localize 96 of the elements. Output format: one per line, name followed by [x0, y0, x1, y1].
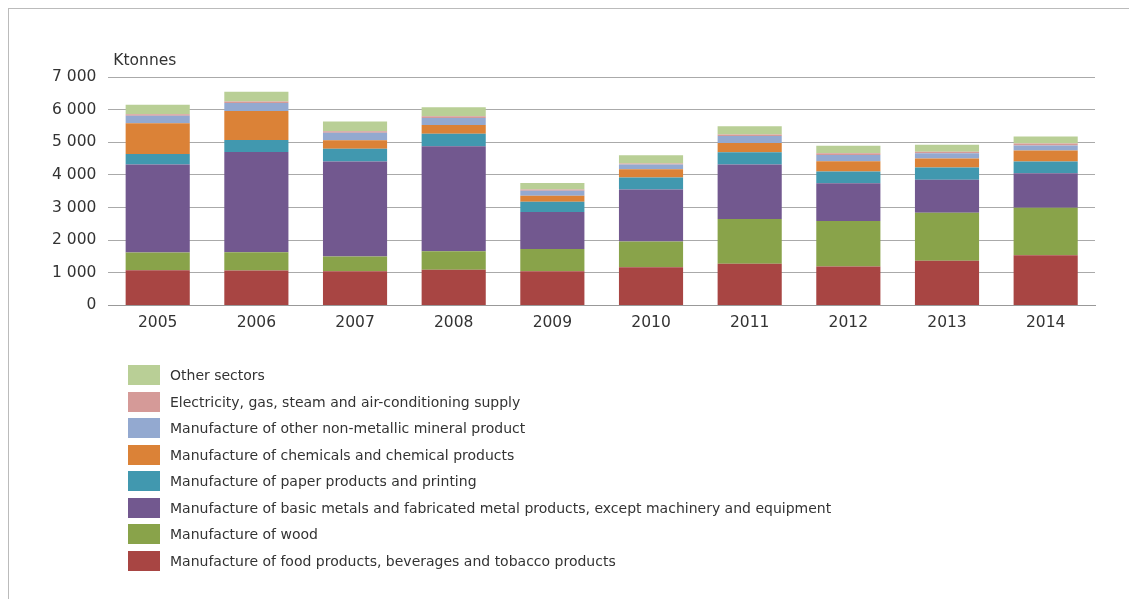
bar: [618, 241, 684, 268]
bar: [618, 267, 684, 305]
bar: [520, 271, 585, 305]
bar: [322, 161, 388, 257]
bar: [421, 124, 486, 134]
legend-label: Manufacture of chemicals and chemical products: [170, 446, 515, 463]
bar: [125, 252, 190, 271]
bar: [322, 271, 388, 305]
bar: [914, 167, 980, 180]
bar: [224, 152, 289, 253]
bar: [618, 169, 684, 178]
bar: [322, 256, 388, 272]
bar: [125, 115, 190, 124]
bar: [717, 263, 782, 305]
bar: [322, 140, 388, 149]
legend-label: Other sectors: [170, 367, 265, 384]
bar: [717, 164, 782, 219]
bar: [125, 104, 190, 115]
bar: [816, 154, 881, 162]
bar: [421, 146, 486, 252]
x-tick-label: 2011: [729, 312, 770, 331]
bar: [520, 201, 585, 213]
bar: [125, 154, 190, 165]
bar: [322, 121, 388, 132]
bar: [618, 155, 684, 164]
bar: [125, 270, 190, 305]
x-tick-label: 2013: [927, 312, 967, 331]
bar: [224, 270, 289, 305]
y-tick-label: 5 000: [52, 132, 97, 151]
bar: [224, 91, 289, 102]
y-tick-label: 2 000: [52, 230, 97, 249]
bar: [224, 103, 289, 111]
bar: [618, 164, 684, 170]
bar: [1013, 173, 1078, 208]
legend-label: Manufacture of wood: [170, 526, 318, 543]
x-tick-label: 2008: [433, 312, 474, 331]
bar: [717, 126, 782, 135]
bar: [125, 123, 190, 154]
x-tick-label: 2014: [1025, 312, 1066, 331]
bar: [125, 164, 190, 253]
bar: [1013, 255, 1078, 305]
bar: [816, 266, 881, 305]
bar: [914, 212, 980, 261]
x-tick-label: 2010: [631, 312, 671, 331]
bar: [421, 107, 486, 117]
y-axis-title: Ktonnes: [113, 51, 177, 70]
bar: [717, 142, 782, 153]
legend-label: Manufacture of paper products and printing: [170, 473, 477, 490]
bar: [914, 260, 980, 305]
x-tick-label: 2005: [137, 312, 178, 331]
bar: [1013, 136, 1078, 144]
y-tick-label: 6 000: [52, 99, 97, 118]
bar: [224, 139, 289, 153]
bar: [520, 212, 585, 249]
y-tick-label: 1 000: [52, 262, 97, 281]
legend-label: Manufacture of basic metals and fabricated metal products, except machinery and equipment: [170, 499, 832, 516]
bar: [520, 190, 585, 196]
legend-label: Electricity, gas, steam and air-conditioning supply: [170, 393, 521, 410]
bar: [421, 118, 486, 125]
bar: [421, 269, 486, 305]
bar: [816, 171, 881, 184]
y-tick-label: 4 000: [52, 164, 97, 183]
x-tick-label: 2009: [532, 312, 573, 331]
bar: [914, 179, 980, 213]
x-tick-label: 2006: [236, 312, 277, 331]
bar: [914, 158, 980, 168]
bar: [1013, 161, 1078, 174]
bar: [816, 161, 881, 172]
y-tick-label: 0: [86, 295, 97, 314]
bar: [914, 144, 980, 152]
bar: [520, 248, 585, 272]
bar: [322, 148, 388, 162]
bar: [224, 110, 289, 140]
bar: [816, 145, 881, 154]
bar: [322, 132, 388, 141]
bar: [421, 133, 486, 147]
y-tick-label: 7 000: [52, 67, 97, 86]
bar: [421, 251, 486, 270]
legend-label: Manufacture of other non-metallic mineral product: [170, 420, 526, 437]
bar: [520, 183, 585, 190]
bar: [914, 153, 980, 159]
bar: [224, 252, 289, 271]
x-tick-label: 2007: [335, 312, 375, 331]
bar: [520, 195, 585, 202]
bar: [717, 218, 782, 264]
bar: [1013, 207, 1078, 256]
legend-label: Manufacture of food products, beverages and tobacco products: [170, 552, 616, 569]
x-tick-label: 2012: [828, 312, 869, 331]
bar: [618, 177, 684, 190]
bar: [618, 189, 684, 242]
bar: [816, 183, 881, 221]
bar: [717, 136, 782, 143]
bar: [717, 152, 782, 165]
bar: [816, 220, 881, 267]
bar: [1013, 150, 1078, 162]
y-tick-label: 3 000: [52, 197, 97, 216]
